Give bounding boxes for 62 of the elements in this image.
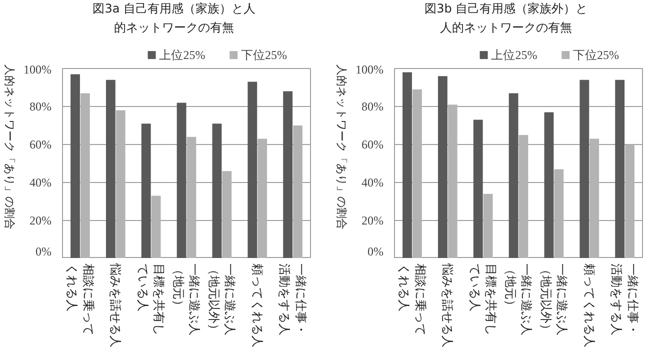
y-axis-title: 人的ネットワーク「あり」の割合	[3, 64, 16, 230]
legend-label: 上位25%	[491, 48, 538, 62]
x-tick-label: 相談に乗ってくれる人	[65, 263, 96, 336]
bar	[80, 93, 90, 258]
bar	[141, 124, 151, 258]
y-axis-title: 人的ネットワーク「あり」の割合	[335, 64, 348, 230]
bar	[106, 80, 116, 258]
x-tick-label: 悩みを話せる人	[108, 262, 123, 348]
x-tick-label: 目標を共有している人	[468, 263, 498, 336]
y-tick-label: 40%	[362, 176, 384, 190]
bar	[412, 89, 422, 258]
bar	[590, 138, 600, 258]
bar	[186, 136, 196, 258]
y-tick-label: 100%	[24, 62, 52, 76]
bar	[554, 169, 564, 258]
bar	[615, 80, 625, 258]
bar	[473, 120, 483, 258]
y-tick-label: 100%	[356, 62, 384, 76]
bar	[222, 171, 232, 258]
bar	[248, 82, 258, 258]
bar	[116, 110, 126, 258]
y-tick-label: 60%	[362, 138, 384, 152]
x-tick-label: 悩みを話せる人	[440, 262, 455, 348]
y-tick-label: 80%	[30, 100, 52, 114]
bar	[438, 76, 448, 258]
legend-label: 下位25%	[573, 48, 620, 62]
x-tick-label: 一緒に仕事・活動をする人	[278, 263, 308, 336]
x-tick-label: 一緒に仕事・活動をする人	[610, 263, 640, 336]
bar	[508, 93, 518, 258]
x-tick-label: 目標を共有している人	[136, 263, 166, 336]
bar	[151, 196, 161, 258]
x-tick-label: 一緒に遊ぶ人（地元以外）	[538, 263, 569, 336]
y-tick-label: 80%	[362, 100, 384, 114]
legend-label: 上位25%	[159, 48, 206, 62]
x-tick-label: 相談に乗ってくれる人	[397, 263, 428, 336]
bar	[70, 74, 80, 258]
bar	[518, 135, 528, 258]
x-tick-label: 一緒に遊ぶ人（地元）	[503, 263, 534, 336]
y-tick-label: 60%	[30, 138, 52, 152]
y-tick-label: 0%	[368, 244, 384, 258]
y-tick-label: 20%	[30, 214, 52, 228]
bar	[283, 91, 293, 258]
y-tick-label: 20%	[362, 214, 384, 228]
x-tick-label: 一緒に遊ぶ人（地元以外）	[206, 263, 237, 336]
bar	[580, 80, 590, 258]
chart-title: 図3a 自己有用感（家族）と人的ネットワークの有無	[92, 2, 256, 35]
y-tick-label: 0%	[36, 244, 52, 258]
bar	[293, 126, 302, 258]
bar	[544, 112, 554, 258]
bar	[176, 102, 186, 258]
y-tick-label: 40%	[30, 176, 52, 190]
x-tick-label: 頼ってくれる人	[250, 263, 264, 348]
legend-label: 下位25%	[241, 48, 288, 62]
x-tick-label: 一緒に遊ぶ人（地元）	[171, 263, 202, 336]
chart-title: 図3b 自己有用感（家族外）と人的ネットワークの有無	[424, 2, 588, 35]
bar	[625, 144, 634, 258]
bar	[483, 194, 493, 258]
bar	[258, 138, 268, 258]
bar	[212, 124, 222, 258]
x-tick-label: 頼ってくれる人	[582, 263, 596, 348]
bar	[448, 104, 458, 258]
bar	[402, 72, 412, 258]
